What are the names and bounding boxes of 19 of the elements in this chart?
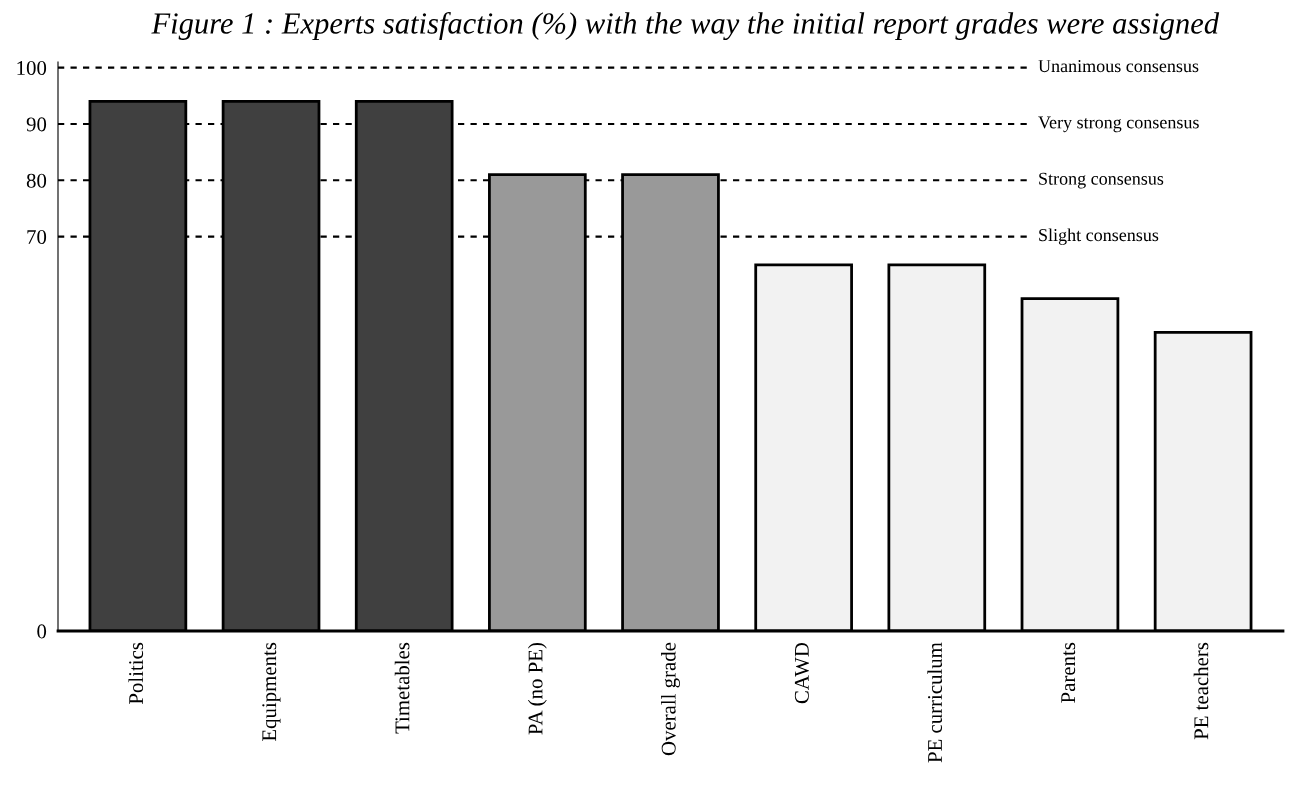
ref-line-label: Slight consensus [1039,228,1159,245]
x-tick-label: CAWD [794,642,809,704]
x-tick-label: Timetables [394,642,410,734]
y-tick-label: 80 [26,173,47,188]
ref-line-label: Very strong consensus [1038,116,1199,133]
x-tick-label: Equipments [262,642,281,742]
chart-title: Figure 1 : Experts satisfaction (%) with the way the initial report grades were assigned [151,11,1220,41]
y-tick-label: 90 [26,117,47,132]
ref-line-label: Unanimous consensus [1038,60,1199,73]
x-tick-label: Parents [1061,642,1076,703]
y-tick-label: 0 [37,624,47,639]
ref-line-label: Strong consensus [1039,172,1164,189]
x-tick-label: Overall grade [661,642,680,756]
x-tick-label: PE teachers [1193,642,1209,740]
x-tick-label: PE curriculum [927,642,943,763]
y-tick-label: 70 [27,230,47,245]
x-tick-label: Politics [128,642,144,705]
x-tick-label: PA (no PE) [527,643,547,735]
y-tick-label: 100 [17,61,47,76]
